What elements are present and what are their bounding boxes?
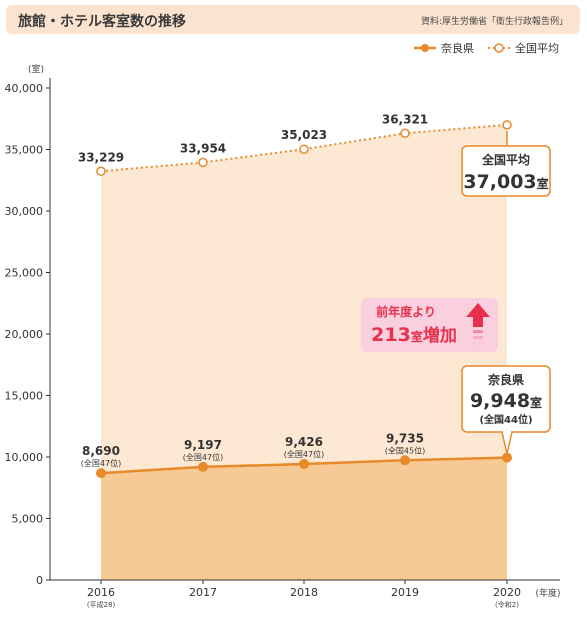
nara-point xyxy=(400,455,410,466)
nara-value-label: 9,426 xyxy=(285,435,323,449)
nara-callout-rank: (全国44位) xyxy=(479,413,532,426)
increase-badge-value: 213室増加 xyxy=(371,324,457,346)
nara-rank-label: (全国47位) xyxy=(183,452,223,462)
up-arrow-bar-icon xyxy=(473,336,483,339)
nara-area xyxy=(101,457,507,580)
nara-rank-label: (全国47位) xyxy=(284,449,324,459)
nara-point xyxy=(502,452,512,463)
national-value-label: 36,321 xyxy=(382,112,428,126)
nara-point xyxy=(198,461,208,472)
y-tick-label: 30,000 xyxy=(5,205,44,218)
y-tick-label: 10,000 xyxy=(5,451,44,464)
national-point xyxy=(400,128,410,139)
national-point xyxy=(299,144,309,154)
national-point xyxy=(502,120,512,130)
increase-badge xyxy=(361,298,498,352)
x-unit-label: (年度) xyxy=(535,587,560,599)
legend-nara-marker xyxy=(421,44,429,52)
y-unit-label: (室) xyxy=(28,63,44,75)
nara-value-label: 8,690 xyxy=(82,444,120,458)
area-fills xyxy=(101,124,507,580)
y-tick-label: 40,000 xyxy=(5,82,44,95)
nara-value-label: 9,735 xyxy=(386,431,424,445)
up-arrow-bar-icon xyxy=(473,342,483,345)
x-tick-label: 2016 xyxy=(87,586,115,599)
legend: 奈良県 全国平均 xyxy=(414,41,559,55)
nara-rank-label: (全国47位) xyxy=(81,458,121,468)
national-callout-box xyxy=(461,145,551,197)
legend-national-label: 全国平均 xyxy=(515,41,559,55)
chart-title: 旅館・ホテル客室数の推移 xyxy=(18,14,186,30)
legend-national-marker xyxy=(494,43,504,53)
nara-point xyxy=(299,459,309,470)
y-tick-label: 15,000 xyxy=(5,390,44,403)
y-tick-label: 0 xyxy=(36,574,43,587)
increase-badge-title: 前年度より xyxy=(376,304,436,319)
y-tick-label: 25,000 xyxy=(5,267,44,280)
nara-callout-title: 奈良県 xyxy=(487,372,524,387)
x-tick-sublabel: (令和2) xyxy=(495,600,519,609)
legend-nara-label: 奈良県 xyxy=(441,41,474,55)
y-tick-label: 35,000 xyxy=(5,144,44,157)
nara-rank-label: (全国45位) xyxy=(385,445,425,455)
national-point xyxy=(198,157,208,168)
y-tick-label: 5,000 xyxy=(12,513,44,526)
x-tick-label: 2018 xyxy=(290,586,318,599)
series-lines xyxy=(96,120,512,479)
national-callout-title: 全国平均 xyxy=(481,152,530,167)
national-value-label: 33,954 xyxy=(180,141,226,155)
x-tick-label: 2019 xyxy=(391,586,419,599)
national-value-label: 33,229 xyxy=(78,150,124,164)
up-arrow-icon xyxy=(466,303,490,327)
nara-callout-pointer xyxy=(501,431,513,455)
data-labels: 33,22933,95435,02336,3218,690(全国47位)9,19… xyxy=(78,112,428,468)
nara-value-label: 9,197 xyxy=(184,438,222,452)
header-bar: 旅館・ホテル客室数の推移 資料:厚生労働省「衛生行政報告例」 xyxy=(6,5,580,34)
national-value-label: 35,023 xyxy=(281,128,327,142)
national-point xyxy=(96,166,106,177)
national-callout-value: 37,003室 xyxy=(463,171,548,193)
y-tick-label: 20,000 xyxy=(5,328,44,341)
national-line xyxy=(100,123,508,173)
x-tick-label: 2020 xyxy=(493,586,521,599)
source-note: 資料:厚生労働省「衛生行政報告例」 xyxy=(420,17,568,27)
up-arrow-bar-icon xyxy=(473,330,483,333)
nara-callout-value: 9,948室 xyxy=(470,390,542,412)
y-axis: 0 5,000 10,000 15,000 20,000 25,000 30,000 35,0… xyxy=(5,63,561,609)
nara-point xyxy=(96,468,106,479)
x-tick-sublabel: (平成28) xyxy=(87,600,116,609)
x-tick-label: 2017 xyxy=(189,586,217,599)
